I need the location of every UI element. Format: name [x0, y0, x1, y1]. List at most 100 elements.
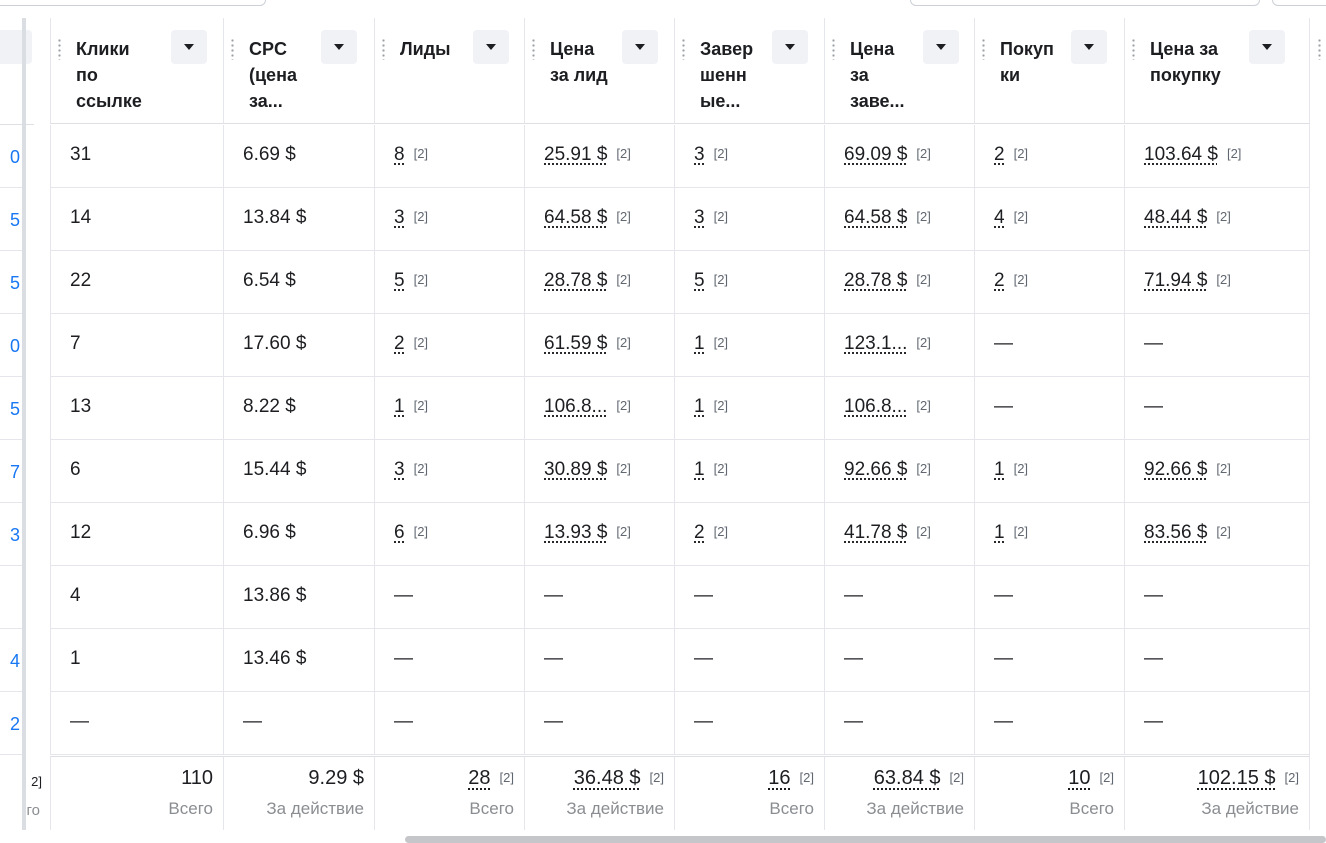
cell-link-value[interactable]: 2: [694, 522, 705, 543]
cell-link-value[interactable]: 48.44 $: [1144, 207, 1207, 228]
cell-link-value[interactable]: 1: [994, 522, 1005, 543]
table-cell: —: [1124, 566, 1309, 629]
cell-link-value[interactable]: 123.1...: [844, 333, 907, 354]
cell-link-value[interactable]: 5: [694, 270, 705, 291]
table-cell: 25.91 $ [2]: [524, 125, 674, 188]
column-menu-button[interactable]: [772, 30, 808, 64]
top-search-box[interactable]: [910, 0, 1260, 6]
left-column-cell: 5: [0, 251, 22, 314]
summary-link-value[interactable]: 102.15 $: [1198, 767, 1276, 789]
cell-link-value[interactable]: 1: [694, 459, 705, 480]
cell-link-value[interactable]: 92.66 $: [1144, 459, 1207, 480]
table-cell: —: [824, 566, 974, 629]
cell-link-value[interactable]: 71.94 $: [1144, 270, 1207, 291]
cell-link-value[interactable]: 106.8...: [544, 396, 607, 417]
cell-link-value[interactable]: 13.93 $: [544, 522, 607, 543]
cell-link-value[interactable]: 4: [994, 207, 1005, 228]
cell-link-value[interactable]: 3: [694, 207, 705, 228]
cell-value: 106.8... [2]: [544, 396, 631, 418]
summary-link-value[interactable]: 16: [768, 767, 790, 789]
summary-link-value[interactable]: 28: [468, 767, 490, 789]
drag-handle-icon[interactable]: [982, 38, 985, 60]
drag-handle-icon[interactable]: [1318, 38, 1321, 60]
table-cell: 28.78 $ [2]: [824, 251, 974, 314]
table-cell: 64.58 $ [2]: [824, 188, 974, 251]
column-header[interactable]: CPC (цена за...: [223, 18, 374, 124]
summary-link-value[interactable]: 63.84 $: [874, 767, 941, 789]
column-header[interactable]: Цена за лид: [524, 18, 674, 124]
attribution-note: [2]: [1014, 272, 1028, 287]
cell-text: —: [844, 585, 863, 606]
cell-link-value[interactable]: 30.89 $: [544, 459, 607, 480]
left-column-value: 7: [10, 462, 20, 483]
drag-handle-icon[interactable]: [682, 38, 685, 60]
cell-link-value[interactable]: 1: [694, 396, 705, 417]
cell-link-value[interactable]: 2: [994, 270, 1005, 291]
column-menu-button[interactable]: [171, 30, 207, 64]
summary-link-value[interactable]: 10: [1068, 767, 1090, 789]
column-menu-button[interactable]: [1249, 30, 1285, 64]
cell-link-value[interactable]: 61.59 $: [544, 333, 607, 354]
cell-link-value[interactable]: 2: [394, 333, 405, 354]
cell-link-value[interactable]: 3: [394, 459, 405, 480]
column-header[interactable]: Лиды: [374, 18, 524, 124]
table-cell: 13.46 $: [223, 629, 374, 692]
cell-link-value[interactable]: 1: [394, 396, 405, 417]
drag-handle-icon[interactable]: [231, 38, 234, 60]
cell-link-value[interactable]: 28.78 $: [844, 270, 907, 291]
cell-link-value[interactable]: 106.8...: [844, 396, 907, 417]
drag-handle-icon[interactable]: [382, 38, 385, 60]
cell-value: 6.54 $: [243, 270, 296, 292]
cell-link-value[interactable]: 3: [394, 207, 405, 228]
table-cell: 2 [2]: [674, 503, 824, 566]
cell-link-value[interactable]: 41.78 $: [844, 522, 907, 543]
top-control-left[interactable]: [0, 0, 266, 6]
cell-link-value[interactable]: 8: [394, 144, 405, 165]
cell-link-value[interactable]: 92.66 $: [844, 459, 907, 480]
drag-handle-icon[interactable]: [1132, 38, 1135, 60]
drag-handle-icon[interactable]: [832, 38, 835, 60]
table-cell: —: [974, 314, 1124, 377]
frozen-column-divider[interactable]: [22, 18, 26, 830]
cell-value: 92.66 $ [2]: [1144, 459, 1231, 481]
cell-link-value[interactable]: 69.09 $: [844, 144, 907, 165]
cell-link-value[interactable]: 5: [394, 270, 405, 291]
column-header[interactable]: Клики по ссылке: [50, 18, 223, 124]
cell-link-value[interactable]: 3: [694, 144, 705, 165]
column-header[interactable]: Завер шенн ые...: [674, 18, 824, 124]
column-header[interactable]: Цена за покупку: [1124, 18, 1309, 124]
cell-link-value[interactable]: 83.56 $: [1144, 522, 1207, 543]
cell-text: 22: [70, 270, 91, 291]
column-menu-button[interactable]: [321, 30, 357, 64]
summary-value: 102.15 $ [2]: [1198, 767, 1299, 790]
left-column-header: [0, 18, 34, 125]
column-menu-button[interactable]: [622, 30, 658, 64]
summary-link-value[interactable]: 36.48 $: [574, 767, 641, 789]
column-header[interactable]: Покуп ки: [974, 18, 1124, 124]
cell-link-value[interactable]: 1: [994, 459, 1005, 480]
drag-handle-icon[interactable]: [58, 38, 61, 60]
cell-value: 4 [2]: [994, 207, 1028, 229]
column-menu-button[interactable]: [923, 30, 959, 64]
attribution-note: [2]: [414, 209, 428, 224]
column-menu-button[interactable]: [473, 30, 509, 64]
cell-text: 17.60 $: [243, 333, 306, 354]
column-menu-button[interactable]: [1071, 30, 1107, 64]
left-column-menu-button[interactable]: [0, 30, 32, 64]
cell-link-value[interactable]: 1: [694, 333, 705, 354]
cell-link-value[interactable]: 2: [994, 144, 1005, 165]
top-control-right[interactable]: [1272, 0, 1326, 6]
cell-link-value[interactable]: 64.58 $: [544, 207, 607, 228]
table-cell: 13.86 $: [223, 566, 374, 629]
cell-value: —: [994, 648, 1013, 670]
cell-text: 6: [70, 459, 81, 480]
cell-link-value[interactable]: 64.58 $: [844, 207, 907, 228]
column-header[interactable]: Цена за заве...: [824, 18, 974, 124]
cell-link-value[interactable]: 6: [394, 522, 405, 543]
cell-link-value[interactable]: 28.78 $: [544, 270, 607, 291]
left-column-value: 0: [10, 147, 20, 168]
cell-link-value[interactable]: 25.91 $: [544, 144, 607, 165]
drag-handle-icon[interactable]: [532, 38, 535, 60]
horizontal-scrollbar[interactable]: [405, 836, 1326, 843]
cell-link-value[interactable]: 103.64 $: [1144, 144, 1218, 165]
